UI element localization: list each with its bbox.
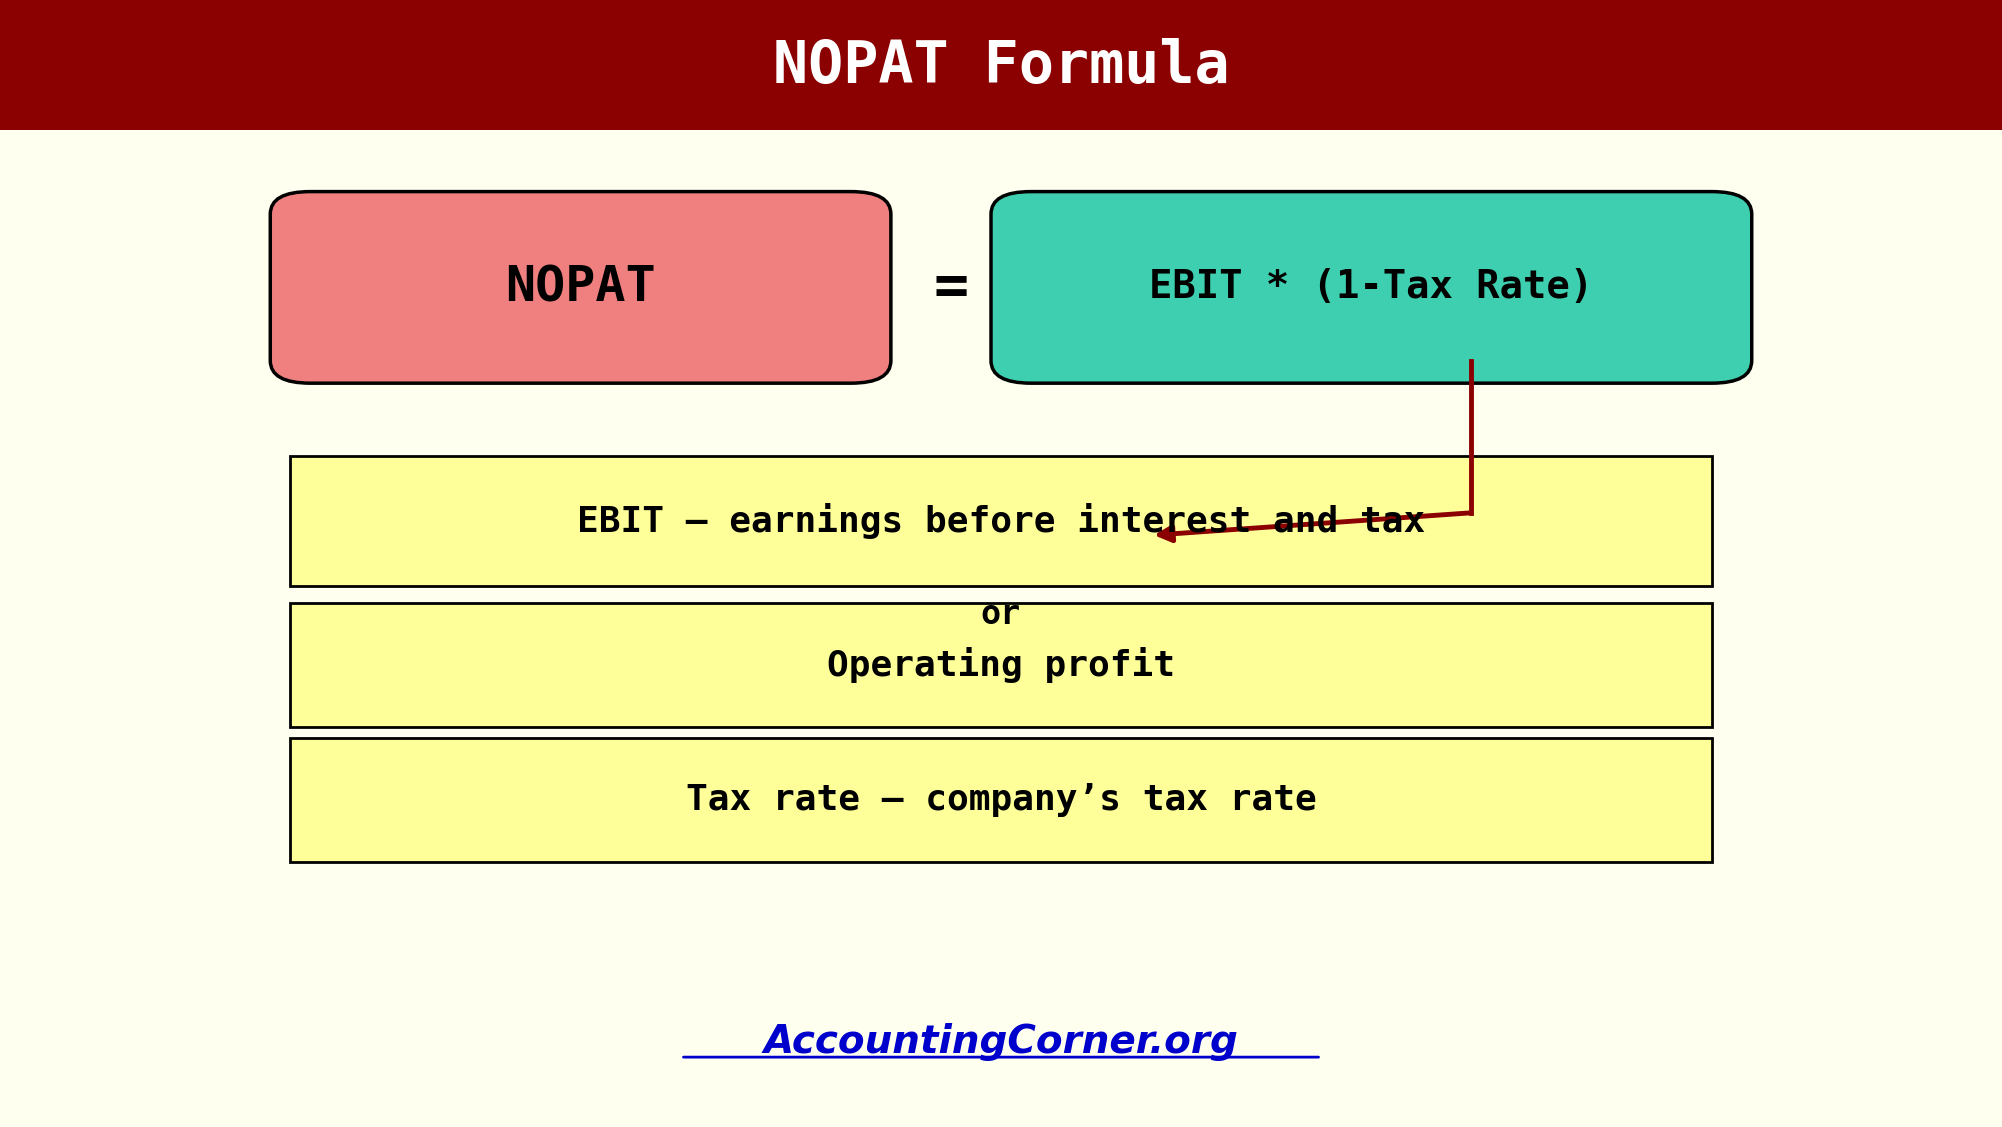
Text: EBIT * (1-Tax Rate): EBIT * (1-Tax Rate) — [1149, 268, 1594, 307]
FancyBboxPatch shape — [290, 603, 1712, 727]
Text: AccountingCorner.org: AccountingCorner.org — [763, 1023, 1239, 1062]
FancyBboxPatch shape — [991, 192, 1752, 383]
Text: NOPAT Formula: NOPAT Formula — [773, 38, 1229, 95]
FancyBboxPatch shape — [290, 738, 1712, 862]
Text: =: = — [933, 259, 969, 316]
Text: or: or — [981, 597, 1021, 631]
FancyBboxPatch shape — [0, 0, 2002, 130]
FancyBboxPatch shape — [270, 192, 891, 383]
Text: EBIT – earnings before interest and tax: EBIT – earnings before interest and tax — [577, 504, 1425, 539]
Text: NOPAT: NOPAT — [505, 264, 657, 311]
Text: Operating profit: Operating profit — [827, 647, 1175, 683]
Text: Tax rate – company’s tax rate: Tax rate – company’s tax rate — [685, 783, 1317, 817]
FancyBboxPatch shape — [290, 456, 1712, 586]
